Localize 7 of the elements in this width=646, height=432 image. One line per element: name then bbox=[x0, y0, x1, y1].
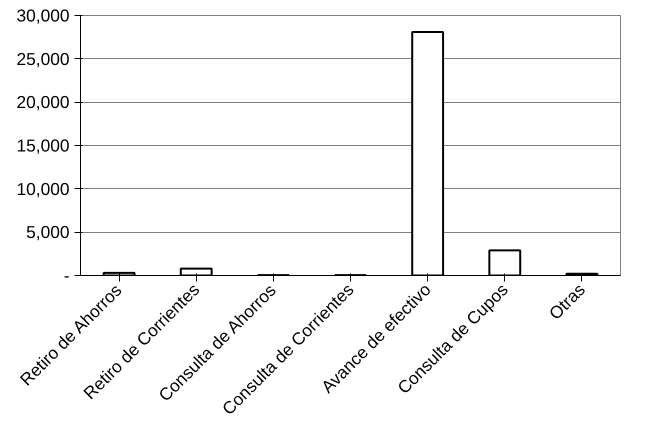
y-tick-label: - bbox=[64, 266, 70, 286]
y-tick-label: 15,000 bbox=[16, 136, 70, 156]
y-tick-label: 25,000 bbox=[16, 48, 70, 69]
y-tick-label: 30,000 bbox=[16, 6, 70, 26]
y-tick-label: 10,000 bbox=[16, 178, 70, 199]
y-tick-label: 5,000 bbox=[26, 222, 70, 242]
y-tick-label: 20,000 bbox=[16, 92, 70, 112]
